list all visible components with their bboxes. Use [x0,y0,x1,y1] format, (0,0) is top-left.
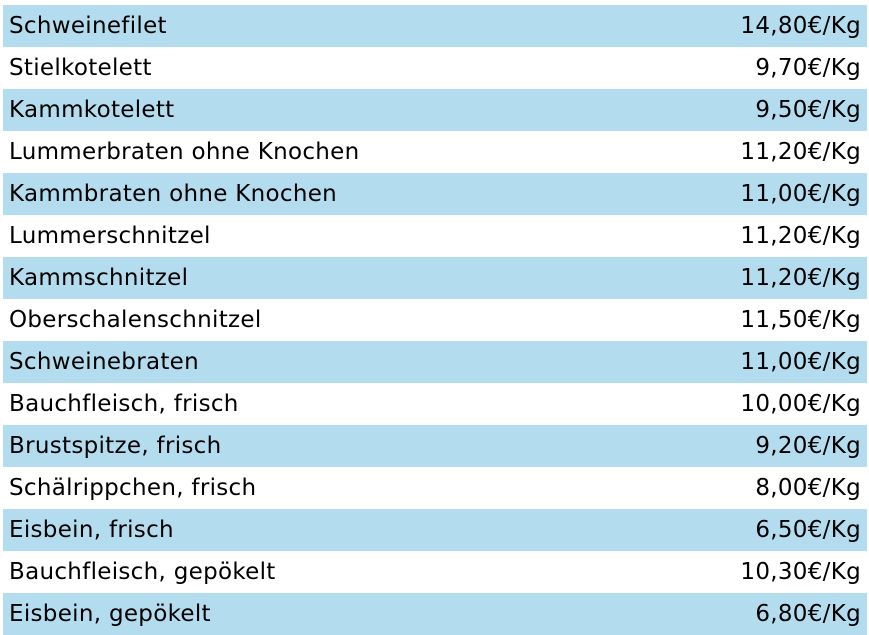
table-row: Schweinefilet 14,80€/Kg [3,5,867,47]
product-price: 10,00€/Kg [740,391,861,417]
price-list-table: Schweinefilet 14,80€/Kg Stielkotelett 9,… [3,5,867,635]
table-row: Eisbein, frisch 6,50€/Kg [3,509,867,551]
product-price: 10,30€/Kg [740,559,861,585]
table-row: Lummerschnitzel 11,20€/Kg [3,215,867,257]
product-name: Lummerschnitzel [9,223,211,249]
table-row: Bauchfleisch, gepökelt 10,30€/Kg [3,551,867,593]
product-name: Eisbein, gepökelt [9,601,211,627]
product-price: 11,20€/Kg [740,139,861,165]
product-name: Oberschalenschnitzel [9,307,262,333]
product-name: Kammschnitzel [9,265,189,291]
table-row: Kammschnitzel 11,20€/Kg [3,257,867,299]
product-name: Lummerbraten ohne Knochen [9,139,360,165]
product-price: 11,50€/Kg [740,307,861,333]
table-row: Bauchfleisch, frisch 10,00€/Kg [3,383,867,425]
product-price: 11,00€/Kg [740,349,861,375]
product-name: Eisbein, frisch [9,517,174,543]
product-name: Schweinebraten [9,349,199,375]
product-name: Kammbraten ohne Knochen [9,181,338,207]
product-price: 9,50€/Kg [755,97,861,123]
table-row: Stielkotelett 9,70€/Kg [3,47,867,89]
table-row: Oberschalenschnitzel 11,50€/Kg [3,299,867,341]
product-price: 6,50€/Kg [755,517,861,543]
table-row: Brustspitze, frisch 9,20€/Kg [3,425,867,467]
product-name: Brustspitze, frisch [9,433,222,459]
product-name: Schweinefilet [9,13,167,39]
table-row: Schweinebraten 11,00€/Kg [3,341,867,383]
product-price: 14,80€/Kg [740,13,861,39]
product-price: 6,80€/Kg [755,601,861,627]
table-row: Kammbraten ohne Knochen 11,00€/Kg [3,173,867,215]
product-price: 9,20€/Kg [755,433,861,459]
product-price: 11,20€/Kg [740,265,861,291]
table-row: Eisbein, gepökelt 6,80€/Kg [3,593,867,635]
product-price: 8,00€/Kg [755,475,861,501]
product-name: Stielkotelett [9,55,152,81]
product-price: 11,20€/Kg [740,223,861,249]
table-row: Kammkotelett 9,50€/Kg [3,89,867,131]
table-row: Schälrippchen, frisch 8,00€/Kg [3,467,867,509]
product-price: 11,00€/Kg [740,181,861,207]
product-name: Bauchfleisch, frisch [9,391,239,417]
product-price: 9,70€/Kg [755,55,861,81]
product-name: Bauchfleisch, gepökelt [9,559,276,585]
product-name: Schälrippchen, frisch [9,475,257,501]
table-row: Lummerbraten ohne Knochen 11,20€/Kg [3,131,867,173]
product-name: Kammkotelett [9,97,175,123]
